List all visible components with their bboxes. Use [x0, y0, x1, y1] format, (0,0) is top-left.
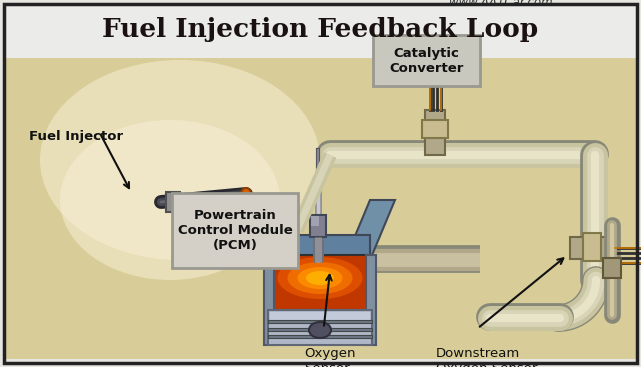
- Ellipse shape: [40, 60, 320, 260]
- Bar: [310, 215, 326, 237]
- Bar: [270, 235, 370, 265]
- Bar: [268, 328, 372, 331]
- Bar: [264, 255, 274, 345]
- Bar: [166, 192, 180, 212]
- Text: www.AA1Car.com: www.AA1Car.com: [449, 0, 553, 9]
- Text: Catalytic
Converter: Catalytic Converter: [389, 47, 463, 75]
- Bar: [311, 216, 319, 226]
- Bar: [268, 255, 372, 310]
- Bar: [270, 312, 370, 320]
- Text: Powertrain
Control Module
(PCM): Powertrain Control Module (PCM): [178, 209, 292, 252]
- Bar: [268, 310, 372, 345]
- Bar: [570, 237, 615, 259]
- Ellipse shape: [297, 267, 342, 289]
- Ellipse shape: [288, 262, 353, 294]
- Bar: [4, 58, 637, 359]
- Text: Fuel Injection Feedback Loop: Fuel Injection Feedback Loop: [103, 18, 538, 43]
- Text: Downstream
Oxygen Sensor: Downstream Oxygen Sensor: [436, 347, 537, 367]
- Bar: [603, 258, 621, 278]
- Ellipse shape: [278, 257, 363, 299]
- Bar: [422, 120, 448, 138]
- Polygon shape: [240, 200, 295, 260]
- Bar: [268, 320, 372, 323]
- FancyBboxPatch shape: [172, 193, 298, 268]
- Ellipse shape: [241, 188, 251, 200]
- Polygon shape: [345, 200, 395, 260]
- Bar: [366, 255, 376, 345]
- Ellipse shape: [306, 271, 334, 285]
- Text: Oxygen
Sensor: Oxygen Sensor: [304, 347, 356, 367]
- Ellipse shape: [60, 120, 280, 280]
- Text: Fuel Injector: Fuel Injector: [29, 130, 123, 143]
- Bar: [268, 335, 372, 338]
- Bar: [4, 4, 637, 59]
- Ellipse shape: [309, 322, 331, 338]
- FancyBboxPatch shape: [373, 35, 480, 86]
- Bar: [583, 233, 601, 261]
- Bar: [425, 110, 445, 155]
